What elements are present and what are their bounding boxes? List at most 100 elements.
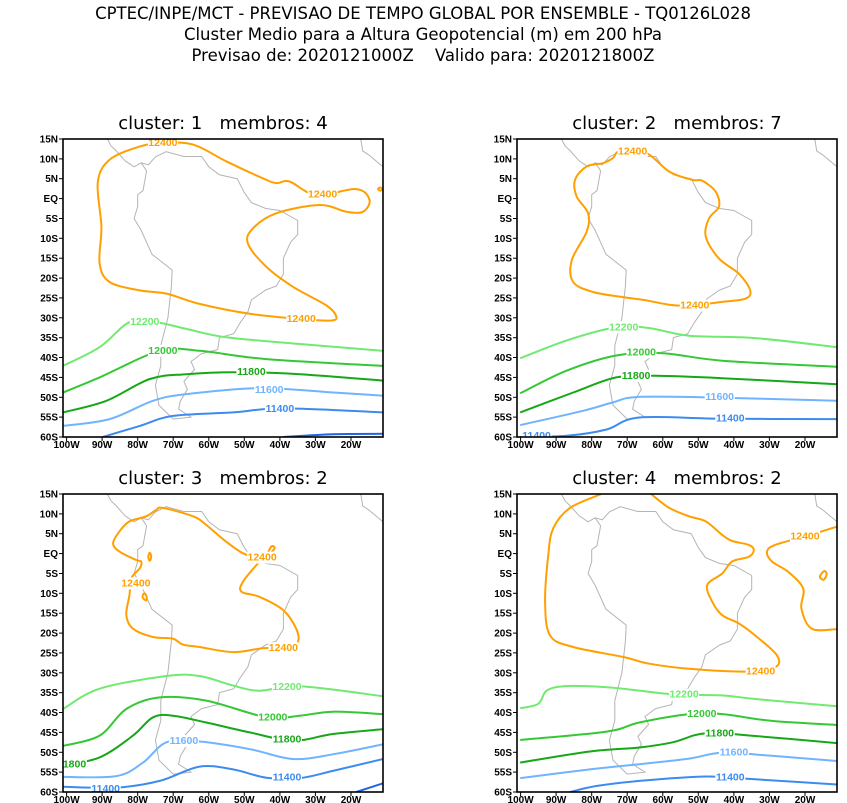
lat-tick-label: 55S — [40, 768, 58, 779]
lat-tick-label: 5N — [45, 174, 58, 185]
contour-label: 11600 — [720, 747, 749, 759]
contour-11800 — [63, 371, 383, 414]
map-frame — [62, 493, 384, 793]
contour-label: 12400 — [148, 137, 177, 149]
lon-tick-label: 70W — [617, 440, 638, 451]
lat-tick-label: 30S — [40, 313, 58, 324]
lat-tick-label: 20S — [40, 629, 58, 640]
map-frame — [62, 138, 384, 438]
contour-11600 — [63, 387, 383, 427]
lat-tick-label: EQ — [44, 194, 59, 205]
lat-tick-label: 60S — [40, 788, 58, 799]
contour-11600 — [520, 751, 837, 780]
contour-label: 12000 — [687, 708, 716, 720]
lat-tick-label: 20S — [494, 274, 512, 285]
lon-tick-label: 70W — [163, 795, 184, 803]
lat-tick-label: 40S — [494, 353, 512, 364]
contour-label: 12400 — [121, 577, 150, 589]
lat-tick-label: 30S — [494, 313, 512, 324]
lon-tick-label: 20W — [341, 795, 362, 803]
contour-label: 11600 — [170, 735, 199, 747]
map-panel-4: cluster: 4 membros: 2 12400 12400 12200 1200… — [494, 468, 838, 803]
contour-11400 — [569, 775, 837, 792]
contour-label: 11800 — [58, 759, 87, 771]
map-frame — [516, 138, 838, 438]
contour-label: 11800 — [273, 734, 302, 746]
contour-label: 12200 — [272, 681, 301, 693]
contour-11600 — [519, 395, 837, 427]
lat-tick-label: 25S — [494, 648, 512, 659]
lon-tick-label: 20W — [795, 795, 816, 803]
lat-tick-label: EQ — [498, 549, 513, 560]
lat-tick-label: 10N — [40, 509, 58, 520]
contour-12400 — [765, 525, 837, 632]
contour-label: 11400 — [522, 430, 551, 442]
lat-tick-label: 50S — [494, 748, 512, 759]
lon-tick-label: 30W — [305, 440, 326, 451]
contour-label: 12200 — [609, 321, 638, 333]
contour-11800 — [63, 713, 383, 767]
lon-tick-label: 30W — [759, 795, 780, 803]
contour-12400 — [544, 494, 781, 673]
lat-tick-label: 10S — [494, 589, 512, 600]
figure-title-line1: CPTEC/INPE/MCT - PREVISAO DE TEMPO GLOBA… — [95, 4, 751, 23]
lat-tick-label: 30S — [40, 668, 58, 679]
coastline — [813, 139, 837, 168]
lat-tick-label: 55S — [494, 768, 512, 779]
contour-11200 — [355, 782, 383, 792]
contour-label: 11400 — [716, 412, 745, 424]
lat-tick-label: 60S — [494, 788, 512, 799]
lat-tick-label: 10S — [40, 234, 58, 245]
lon-tick-label: 80W — [581, 795, 602, 803]
lon-tick-label: 90W — [92, 440, 113, 451]
lat-tick-label: 15S — [494, 609, 512, 620]
lat-tick-label: 50S — [494, 393, 512, 404]
lat-tick-label: 10N — [494, 509, 512, 520]
lat-tick-label: 5S — [46, 214, 59, 225]
lat-tick-label: 15S — [40, 254, 58, 265]
lon-tick-label: 100W — [508, 795, 535, 803]
lat-tick-label: 40S — [40, 353, 58, 364]
lon-tick-label: 40W — [270, 440, 291, 451]
figure-title-line3: Previsao de: 2020121000Z Valido para: 20… — [192, 46, 655, 65]
lat-tick-label: 60S — [494, 433, 512, 444]
lat-tick-label: 35S — [40, 333, 58, 344]
lat-tick-label: 40S — [494, 708, 512, 719]
contour-12400 — [376, 186, 383, 192]
contour-label: 11400 — [273, 772, 302, 784]
lon-tick-label: 40W — [270, 795, 291, 803]
lon-tick-label: 30W — [305, 795, 326, 803]
contour-12000 — [520, 712, 837, 741]
map-panel-3: cluster: 3 membros: 2 12400 12400 12400 1220… — [40, 468, 384, 803]
contour-12400 — [818, 570, 828, 581]
coastline — [813, 494, 837, 523]
lat-tick-label: 5N — [499, 529, 512, 540]
lon-tick-label: 80W — [581, 440, 602, 451]
lon-tick-label: 90W — [92, 795, 113, 803]
lat-tick-label: 35S — [494, 688, 512, 699]
contour-label: 11400 — [716, 771, 745, 783]
lat-tick-label: 20S — [40, 274, 58, 285]
lat-tick-label: EQ — [44, 549, 59, 560]
panel-title: cluster: 1 membros: 4 — [118, 113, 328, 134]
contour-label: 12400 — [269, 642, 298, 654]
lat-tick-label: 10N — [494, 154, 512, 165]
contour-label: 11800 — [622, 370, 651, 382]
contour-label: 12400 — [308, 189, 337, 201]
lat-tick-label: 55S — [494, 413, 512, 424]
lat-tick-label: 5S — [46, 569, 59, 580]
contour-12400 — [112, 506, 300, 654]
lat-tick-label: 15S — [494, 254, 512, 265]
lat-tick-label: 45S — [494, 373, 512, 384]
contour-12400 — [96, 141, 371, 322]
coastline — [106, 139, 299, 420]
lon-tick-label: 100W — [54, 440, 81, 451]
lat-tick-label: 10S — [40, 589, 58, 600]
contour-11800 — [519, 374, 837, 414]
coastline — [359, 494, 383, 523]
panel-title: cluster: 4 membros: 2 — [572, 468, 782, 489]
lat-tick-label: 25S — [40, 293, 58, 304]
contour-label: 12400 — [247, 552, 276, 564]
panel-title: cluster: 3 membros: 2 — [118, 468, 328, 489]
